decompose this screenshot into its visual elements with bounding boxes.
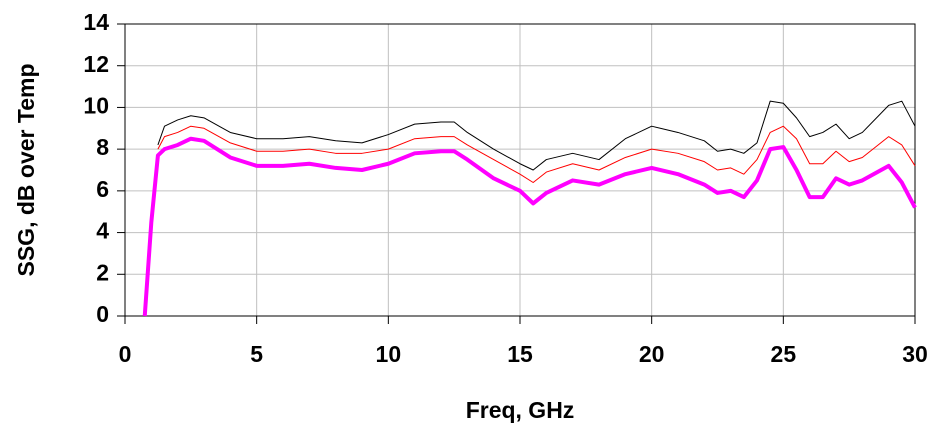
series-line bbox=[157, 100, 916, 171]
y-tick-label: 12 bbox=[83, 51, 109, 77]
y-tick-label: 10 bbox=[83, 93, 109, 119]
series-line bbox=[157, 125, 916, 184]
x-tick-label: 20 bbox=[639, 341, 665, 367]
y-tick-label: 4 bbox=[96, 218, 109, 244]
x-tick-label: 15 bbox=[507, 341, 533, 367]
y-tick-label: 2 bbox=[96, 259, 109, 285]
y-tick-label: 0 bbox=[96, 301, 109, 327]
y-tick-label: 14 bbox=[83, 9, 109, 35]
series-line bbox=[142, 136, 917, 317]
x-tick-label: 25 bbox=[771, 341, 797, 367]
y-axis-label: SSG, dB over Temp bbox=[13, 63, 39, 276]
x-axis-label: Freq, GHz bbox=[466, 397, 575, 423]
x-tick-label: 10 bbox=[376, 341, 402, 367]
x-tick-label: 30 bbox=[902, 341, 928, 367]
x-tick-label: 5 bbox=[250, 341, 263, 367]
plot-frame bbox=[124, 23, 916, 317]
x-tick-label: 0 bbox=[119, 341, 132, 367]
y-tick-label: 6 bbox=[96, 176, 109, 202]
y-tick-label: 8 bbox=[96, 134, 109, 160]
